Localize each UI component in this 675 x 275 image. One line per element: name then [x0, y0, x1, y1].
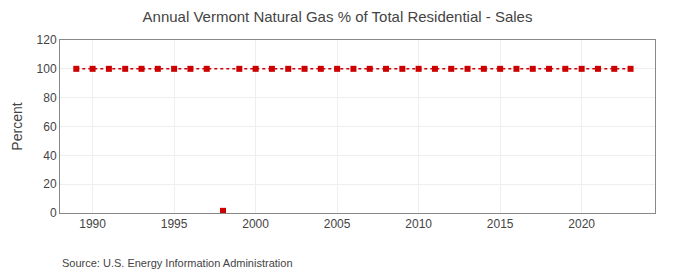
svg-text:80: 80: [43, 91, 57, 105]
svg-text:0: 0: [50, 206, 57, 220]
svg-text:Source: U.S. Energy Informatio: Source: U.S. Energy Information Administ…: [62, 257, 293, 269]
svg-text:20: 20: [43, 177, 57, 191]
svg-text:2005: 2005: [324, 217, 351, 231]
svg-text:120: 120: [37, 33, 57, 47]
svg-text:2015: 2015: [487, 217, 514, 231]
svg-text:1990: 1990: [79, 217, 106, 231]
svg-text:2000: 2000: [242, 217, 269, 231]
svg-text:60: 60: [43, 120, 57, 134]
svg-text:Annual Vermont Natural Gas % o: Annual Vermont Natural Gas % of Total Re…: [143, 8, 533, 25]
svg-text:Percent: Percent: [9, 102, 25, 150]
svg-text:1995: 1995: [161, 217, 188, 231]
svg-text:2020: 2020: [568, 217, 595, 231]
svg-text:40: 40: [43, 149, 57, 163]
svg-text:2010: 2010: [405, 217, 432, 231]
svg-text:100: 100: [37, 62, 57, 76]
